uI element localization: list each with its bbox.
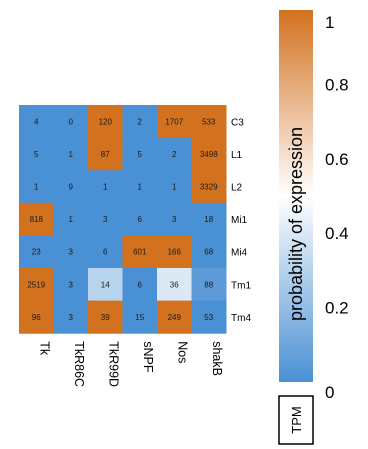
cell-value-label: 5 xyxy=(34,150,39,159)
colorbar-tick-label: 1 xyxy=(325,13,334,32)
colorbar-tick-label: 0.4 xyxy=(325,224,349,243)
row-label: L1 xyxy=(231,150,243,161)
cell-value-label: 88 xyxy=(204,280,213,289)
cell-value-label: 1 xyxy=(69,150,74,159)
cell-value-label: 0 xyxy=(69,117,74,126)
cell-value-label: 1 xyxy=(69,215,74,224)
cell-value-label: 1 xyxy=(103,183,108,192)
cell-value-label: 68 xyxy=(204,248,213,257)
column-label: shakB xyxy=(210,341,224,376)
cell-value-label: 5 xyxy=(138,150,143,159)
column-label: TkR86C xyxy=(72,341,86,387)
cell-value-label: 87 xyxy=(101,150,110,159)
cell-value-label: 6 xyxy=(138,280,143,289)
column-label: sNPF xyxy=(141,341,155,373)
cell-value-label: 166 xyxy=(168,248,182,257)
cell-value-label: 818 xyxy=(30,215,44,224)
cell-value-label: 120 xyxy=(99,117,113,126)
cell-value-label: 23 xyxy=(32,248,41,257)
colorbar-tick-label: 0.6 xyxy=(325,150,349,169)
cell-value-label: 53 xyxy=(204,313,213,322)
cell-value-label: 1 xyxy=(172,183,177,192)
cell-value-label: 3 xyxy=(172,215,177,224)
cell-value-label: 18 xyxy=(204,215,213,224)
cell-value-label: 3 xyxy=(103,215,108,224)
cell-value-label: 601 xyxy=(133,248,147,257)
colorbar-title: probability of expression xyxy=(286,127,306,321)
cell-value-label: 14 xyxy=(101,280,110,289)
colorbar-ticks: 0 0.2 0.4 0.6 0.8 1 xyxy=(325,13,349,402)
column-labels: Tk TkR86C TkR99D sNPF Nos shakB xyxy=(37,341,224,387)
column-label: Nos xyxy=(175,341,189,363)
row-label: L2 xyxy=(231,183,243,194)
cell-value-label: 2 xyxy=(138,117,143,126)
column-label: TkR99D xyxy=(106,341,120,387)
cell-value-label: 9 xyxy=(69,183,74,192)
cell-value-label: 3329 xyxy=(200,183,218,192)
cell-value-label: 249 xyxy=(168,313,182,322)
cell-value-label: 6 xyxy=(103,248,108,257)
row-label: Tm1 xyxy=(231,280,251,291)
cell-value-label: 1707 xyxy=(165,117,183,126)
cell-value-label: 96 xyxy=(32,313,41,322)
cell-value-label: 3498 xyxy=(200,150,218,159)
cell-value-label: 2519 xyxy=(27,280,45,289)
row-label: Mi4 xyxy=(231,248,248,259)
colorbar-tick-label: 0.8 xyxy=(325,75,349,94)
cell-value-label: 4 xyxy=(34,117,39,126)
cell-value-label: 36 xyxy=(170,280,179,289)
row-labels: C3 L1 L2 Mi1 Mi4 Tm1 Tm4 xyxy=(231,117,251,324)
cell-value-label: 15 xyxy=(135,313,144,322)
colorbar-tick-label: 0 xyxy=(325,383,334,402)
row-label: C3 xyxy=(231,117,244,128)
column-label: Tk xyxy=(37,341,51,356)
cell-value-label: 533 xyxy=(202,117,216,126)
cell-value-label: 1 xyxy=(34,183,39,192)
cell-value-label: 3 xyxy=(69,280,74,289)
row-label: Tm4 xyxy=(231,313,251,324)
cell-value-label: 2 xyxy=(172,150,177,159)
colorbar-tick-label: 0.2 xyxy=(325,299,349,318)
row-label: Mi1 xyxy=(231,215,248,226)
cell-value-label: 39 xyxy=(101,313,110,322)
tpm-legend-label: TPM xyxy=(289,406,304,433)
cell-value-label: 6 xyxy=(138,215,143,224)
cell-value-label: 3 xyxy=(69,248,74,257)
cell-value-label: 3 xyxy=(69,313,74,322)
cell-value-label: 1 xyxy=(138,183,143,192)
